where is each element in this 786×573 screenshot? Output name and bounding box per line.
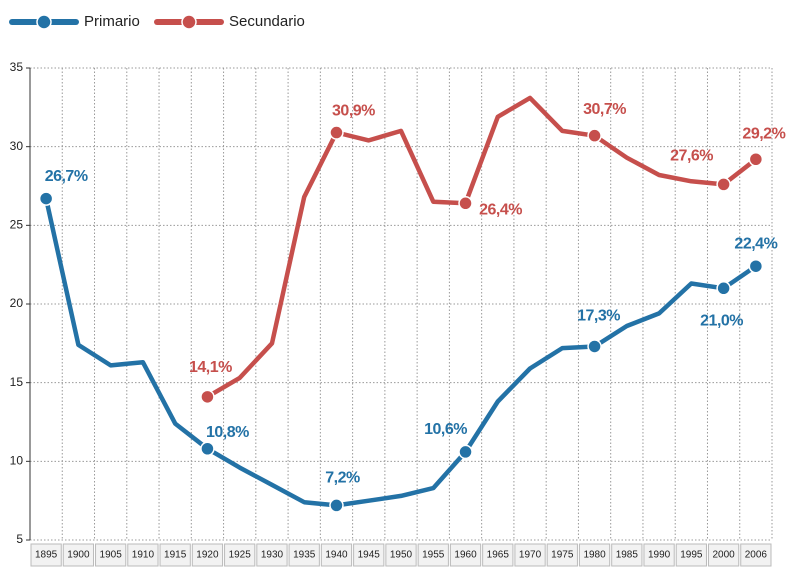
y-tick-label: 30 [10,139,24,153]
x-tick-label: 1935 [293,550,316,561]
point-marker [458,444,473,460]
x-tick-box [127,543,159,567]
value-label: 7,2% [325,470,360,487]
point-marker [38,191,54,206]
y-tick-label: 20 [10,296,24,310]
x-tick-label: 1895 [35,550,58,561]
legend-marker [36,14,52,30]
x-tick-box [417,543,449,567]
line-series [205,95,759,400]
x-tick-label: 2000 [712,550,735,561]
x-tick-label: 1910 [132,550,155,561]
x-tick-label: 1980 [583,550,606,561]
value-label: 10,8% [206,424,249,441]
y-tick-label: 10 [10,454,24,468]
x-tick-box [191,543,224,567]
x-tick-box [159,543,191,567]
x-tick-box [740,543,772,567]
x-tick-label: 1915 [164,550,187,561]
point-marker [587,128,602,143]
x-tick-box [449,543,482,567]
x-tick-label: 1905 [100,550,123,561]
x-tick-box [95,543,127,567]
x-tick-label: 1990 [648,550,671,561]
legend-label: Primario [84,13,140,30]
value-label: 17,3% [577,308,620,325]
x-tick-box [675,543,707,567]
x-tick-box [256,543,288,567]
x-tick-label: 1995 [680,550,703,561]
value-label: 10,6% [424,421,467,438]
value-label: 30,9% [332,103,375,120]
x-tick-box [62,543,95,567]
x-tick-box [546,543,578,567]
point-marker [458,196,473,211]
x-tick-label: 1950 [390,550,413,561]
point-marker [748,152,764,167]
x-tick-box [643,543,675,567]
y-tick-label: 35 [10,60,24,74]
x-tick-label: 1965 [487,550,510,561]
x-tick-box [514,543,546,567]
x-tick-label: 1970 [519,550,542,561]
x-tick-box [707,543,740,567]
x-tick-label: 1920 [196,550,219,561]
x-tick-box [482,543,514,567]
x-tick-label: 1975 [551,550,574,561]
x-tick-label: 1900 [67,550,90,561]
point-marker [200,441,215,456]
x-tick-label: 2006 [745,550,768,561]
point-marker [587,339,602,354]
x-tick-box [320,543,353,567]
point-marker [716,177,731,192]
x-tick-box [30,543,62,567]
x-tick-box [288,543,320,567]
x-tick-label: 1960 [454,550,477,561]
value-label: 27,6% [670,148,713,165]
value-label: 29,2% [742,125,785,142]
value-label: 22,4% [734,235,777,252]
x-tick-label: 1985 [616,550,639,561]
legend-marker [181,14,197,30]
y-tick-label: 15 [10,375,24,389]
value-label: 21,0% [700,312,743,329]
x-tick-box [611,543,643,567]
x-tick-label: 1930 [261,550,284,561]
value-label: 30,7% [583,101,626,118]
y-tick-label: 25 [10,218,24,232]
line-series [43,196,759,508]
value-label: 14,1% [189,359,232,376]
x-tick-box [224,543,256,567]
point-marker [329,498,344,513]
point-marker [200,389,215,405]
point-marker [329,125,344,140]
point-marker [716,281,731,296]
x-tick-label: 1925 [229,550,252,561]
y-tick-label: 5 [16,532,23,546]
x-tick-label: 1955 [422,550,445,561]
x-tick-box [385,543,417,567]
value-label: 26,7% [45,168,88,185]
value-label: 26,4% [479,202,522,219]
x-tick-box [578,543,611,567]
x-tick-label: 1940 [325,550,348,561]
point-marker [748,258,764,274]
legend-label: Secundario [229,13,305,30]
x-tick-box [353,543,385,567]
x-tick-label: 1945 [358,550,381,561]
